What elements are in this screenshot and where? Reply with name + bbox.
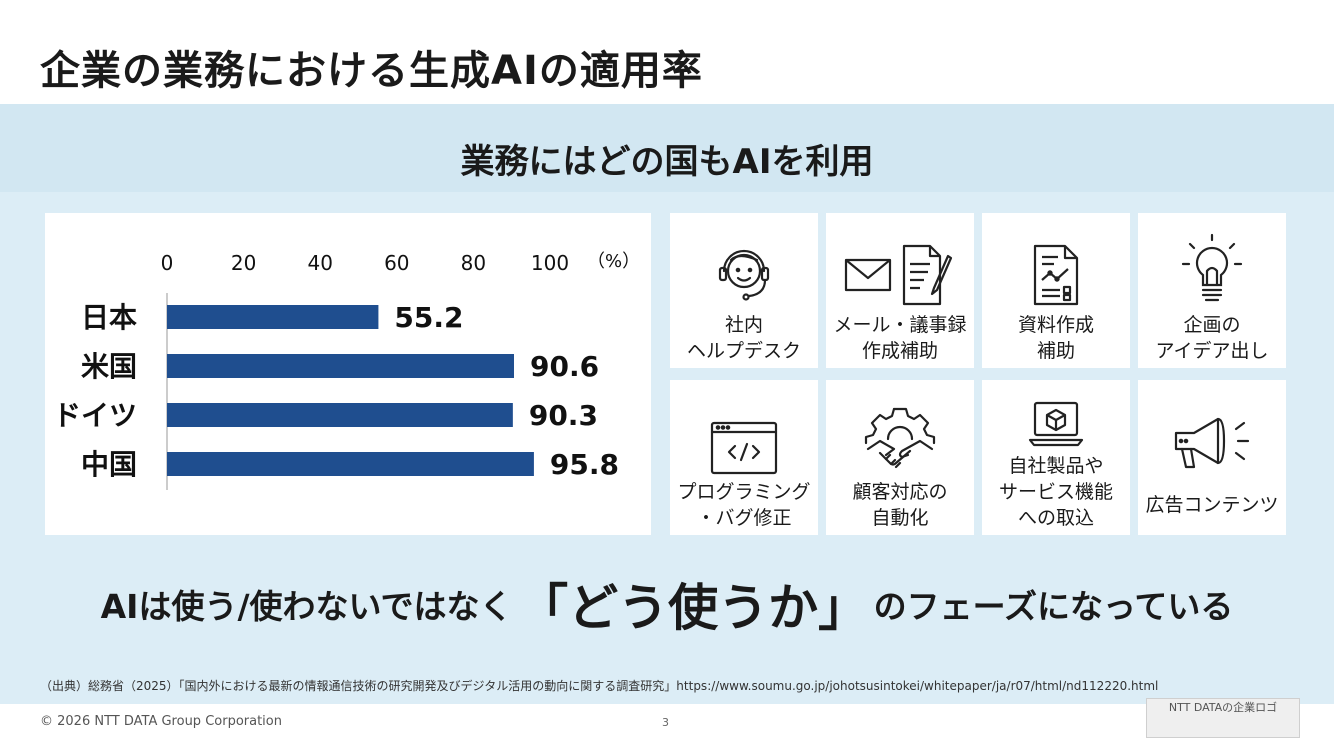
subtitle-band	[0, 104, 1334, 192]
section-subtitle: 業務にはどの国もAIを利用	[460, 142, 874, 182]
x-tick-label: 0	[161, 251, 174, 275]
tile-mail-minutes: メール・議事録 作成補助	[826, 213, 974, 368]
tagline-pre: AIは使う/使わないではなく	[100, 587, 513, 626]
tagline: AIは使う/使わないではなく 「どう使うか」 のフェーズになっている	[0, 568, 1334, 640]
tile-customer-support: 顧客対応の 自動化	[826, 380, 974, 535]
code-window-icon	[710, 421, 778, 475]
tile-label: 顧客対応の 自動化	[852, 481, 948, 529]
category-label: 日本	[81, 301, 137, 334]
tile-ad-content: 広告コンテンツ	[1138, 380, 1286, 535]
page-number: 3	[662, 716, 669, 729]
tile-document-support: 資料作成 補助	[982, 213, 1130, 368]
data-label: 55.2	[394, 301, 463, 334]
category-label: 中国	[81, 448, 137, 481]
x-tick-label: 80	[461, 251, 486, 275]
tile-programming: プログラミング ・バグ修正	[670, 380, 818, 535]
x-tick-label: 20	[231, 251, 256, 275]
mail-document-icon	[844, 244, 953, 306]
copyright: © 2026 NTT DATA Group Corporation	[40, 714, 282, 729]
megaphone-icon	[1174, 417, 1250, 469]
laptop-cube-icon	[1028, 401, 1084, 447]
unit-label: （%）	[587, 251, 640, 272]
tile-label: 社内 ヘルプデスク	[686, 314, 801, 362]
tile-label: プログラミング ・バグ修正	[677, 481, 811, 529]
gear-handshake-icon	[864, 407, 936, 469]
bar	[167, 354, 514, 378]
tile-label: メール・議事録 作成補助	[833, 314, 967, 362]
tile-label: 自社製品や サービス機能 への取込	[998, 454, 1113, 529]
use-case-grid: 社内 ヘルプデスク メール・議事録 作成補助	[670, 213, 1290, 535]
bar	[167, 452, 534, 476]
data-label: 90.6	[530, 350, 599, 383]
tagline-post: のフェーズになっている	[873, 587, 1234, 626]
footer	[0, 704, 1334, 750]
category-label: 米国	[81, 350, 137, 383]
tile-helpdesk: 社内 ヘルプデスク	[670, 213, 818, 368]
tile-product-integration: 自社製品や サービス機能 への取込	[982, 380, 1130, 535]
data-label: 95.8	[550, 448, 619, 481]
bar-chart: 0 20 40 60 80 100 （%） 日本 55.2 米国 90.6 ドイツ 90.3 中国 95.8	[53, 251, 640, 490]
tile-label: 企画の アイデア出し	[1155, 314, 1269, 362]
logo-placeholder: NTT DATAの企業ロゴ	[1146, 698, 1300, 738]
report-chart-document-icon	[1033, 244, 1079, 306]
tile-label: 資料作成 補助	[1017, 314, 1094, 362]
x-tick-label: 60	[384, 251, 409, 275]
bar	[167, 403, 513, 427]
lightbulb-icon	[1181, 233, 1243, 302]
tile-label: 広告コンテンツ	[1145, 494, 1279, 516]
category-label: ドイツ	[53, 399, 137, 432]
data-label: 90.3	[529, 399, 598, 432]
source-citation: （出典）総務省（2025）「国内外における最新の情報通信技術の研究開発及びデジタ…	[40, 679, 1159, 693]
bar-chart-panel: 0 20 40 60 80 100 （%） 日本 55.2 米国 90.6 ドイツ 90.3 中国 95.8	[45, 213, 651, 535]
x-tick-label: 100	[531, 251, 569, 275]
page-title: 企業の業務における生成AIの適用率	[40, 48, 703, 94]
x-tick-label: 40	[307, 251, 332, 275]
bar	[167, 305, 379, 329]
tagline-emphasis: 「どう使うか」	[518, 579, 869, 637]
tile-idea: 企画の アイデア出し	[1138, 213, 1286, 368]
headset-support-icon	[718, 249, 770, 301]
